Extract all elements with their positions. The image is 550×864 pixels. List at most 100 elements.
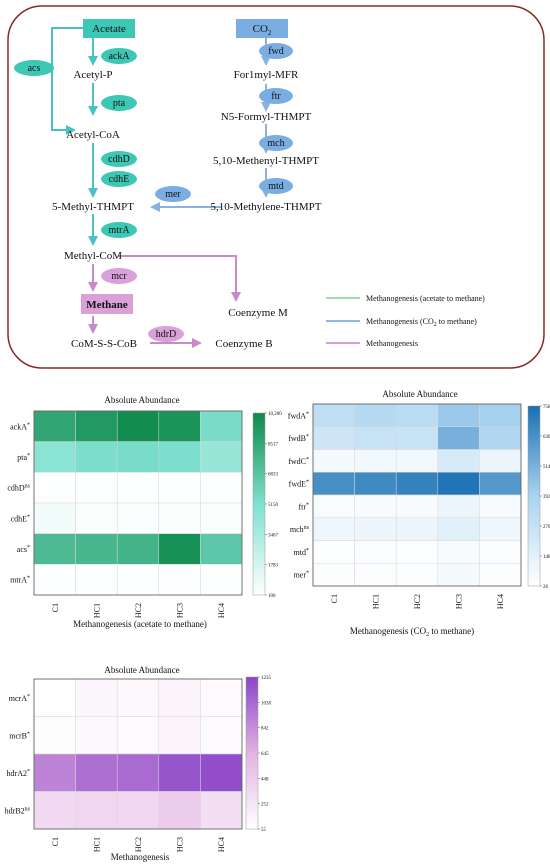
heatmap-cell	[75, 791, 118, 830]
heatmap-cell	[354, 403, 397, 427]
heatmap-cell	[116, 678, 160, 717]
heatmap-cell	[33, 791, 76, 830]
heatmap-cell	[75, 533, 118, 565]
co2-box	[236, 19, 288, 38]
heatmap-cell	[33, 441, 76, 473]
heatmap-cell	[158, 753, 201, 792]
colorbar-tick-label: 392	[543, 495, 550, 500]
heatmap-cell	[116, 502, 160, 534]
row-label: pta*	[17, 453, 30, 462]
heatmap-cell	[158, 472, 201, 504]
heatmap-cell	[437, 426, 480, 450]
row-label: mtd*	[294, 548, 309, 557]
methyl-com-label: Methyl-CoM	[64, 250, 122, 262]
coenzyme-m-label: Coenzyme M	[228, 307, 288, 319]
row-label: mchns	[290, 525, 310, 534]
heatmap-cell	[354, 426, 397, 450]
svg-text:cdhE: cdhE	[109, 174, 130, 185]
column-label: HC3	[455, 594, 464, 609]
legend-label-acetate: Methanogenesis (acetate to methane)	[366, 294, 485, 303]
colorbar-tick-label: 10,200	[268, 412, 282, 417]
heatmap-cell	[158, 791, 201, 830]
row-label: mcrA*	[9, 694, 30, 703]
heatmap-cell	[312, 494, 355, 518]
colorbar-tick-label: 1235	[261, 676, 272, 681]
heatmap-cell	[75, 472, 118, 504]
heatmap-cell	[116, 533, 160, 565]
heatmap-cell	[75, 564, 118, 596]
column-label: HC3	[176, 603, 185, 618]
heatmap-cell	[75, 410, 118, 442]
row-label: ackA*	[10, 422, 30, 431]
legend-label-co2: Methanogenesis (CO2 to methane)	[366, 317, 477, 328]
row-label: fwdC*	[288, 457, 309, 466]
heatmap-cell	[200, 564, 243, 596]
formyl-mfr-label: For1myl-MFR	[234, 69, 299, 81]
heatmap-cell	[158, 410, 201, 442]
svg-text:ftr: ftr	[271, 91, 281, 102]
heatmap-cell	[479, 449, 522, 473]
svg-text:mcr: mcr	[111, 271, 127, 282]
com-s-s-cob-label: CoM-S-S-CoB	[71, 338, 137, 350]
row-label: hdrA2*	[7, 769, 30, 778]
heatmap-cell	[200, 716, 243, 755]
heatmap-cell	[479, 563, 522, 587]
heatmap-cell	[200, 678, 243, 717]
heatmap-cell	[75, 716, 118, 755]
column-label: HC2	[413, 594, 422, 609]
heatmap-cell	[116, 441, 160, 473]
pathway-border	[7, 5, 545, 369]
heatmap-cell	[158, 564, 201, 596]
row-label: acs*	[17, 545, 30, 554]
heatmap-cell	[75, 441, 118, 473]
heatmap-cell	[437, 449, 480, 473]
heatmap-cell	[312, 426, 355, 450]
heatmap-cell	[75, 502, 118, 534]
heatmap-cell	[33, 410, 76, 442]
colorbar-tick-label: 6833	[268, 473, 279, 478]
colorbar-tick-label: 5150	[268, 503, 279, 508]
heatmap-cell	[395, 449, 439, 473]
heatmap-cell	[437, 540, 480, 564]
column-label: C1	[51, 603, 60, 612]
svg-text:mtd: mtd	[268, 181, 284, 192]
colorbar-tick-label: 448	[261, 777, 269, 782]
heatmap-cell	[116, 410, 160, 442]
heatmap-cell	[312, 449, 355, 473]
column-label: HC1	[371, 594, 380, 609]
coenzyme-b-label: Coenzyme B	[215, 338, 272, 350]
heatmap-cell	[354, 472, 397, 496]
heatmap-cell	[200, 753, 243, 792]
heatmap-cell	[395, 494, 439, 518]
enzyme-mch: mch	[259, 135, 293, 151]
enzyme-pta: pta	[101, 95, 137, 111]
colorbar-tick-label: 100	[268, 594, 276, 599]
heatmap-cell	[312, 540, 355, 564]
column-label: HC4	[496, 594, 505, 609]
methenyl-label: 5,10-Methenyl-THMPT	[213, 155, 319, 167]
svg-text:mch: mch	[267, 138, 284, 149]
colorbar	[527, 405, 541, 587]
row-label: fwdE*	[289, 480, 309, 489]
heatmap-cell	[33, 753, 76, 792]
svg-text:pta: pta	[113, 98, 126, 109]
colorbar-tick-label: 645	[261, 752, 269, 757]
heatmap-cell	[200, 441, 243, 473]
heatmap-xlabel: Methanogenesis (CO2 to methane)	[350, 626, 474, 638]
row-label: fwdA*	[288, 411, 309, 420]
row-label: fwdB*	[288, 434, 309, 443]
column-label: HC3	[176, 837, 185, 852]
column-label: HC1	[92, 837, 101, 852]
svg-text:ackA: ackA	[108, 51, 130, 62]
heatmap-title: Absolute Abundance	[382, 389, 457, 399]
colorbar-tick-label: 842	[261, 727, 269, 732]
heatmap-cell	[312, 472, 355, 496]
heatmap-cell	[33, 502, 76, 534]
heatmap-cell	[354, 449, 397, 473]
enzyme-mer: mer	[155, 186, 191, 202]
row-label: mcrB*	[9, 731, 30, 740]
heatmap-cell	[437, 403, 480, 427]
enzyme-hdrD: hdrD	[148, 326, 184, 342]
heatmap-cell	[158, 533, 201, 565]
